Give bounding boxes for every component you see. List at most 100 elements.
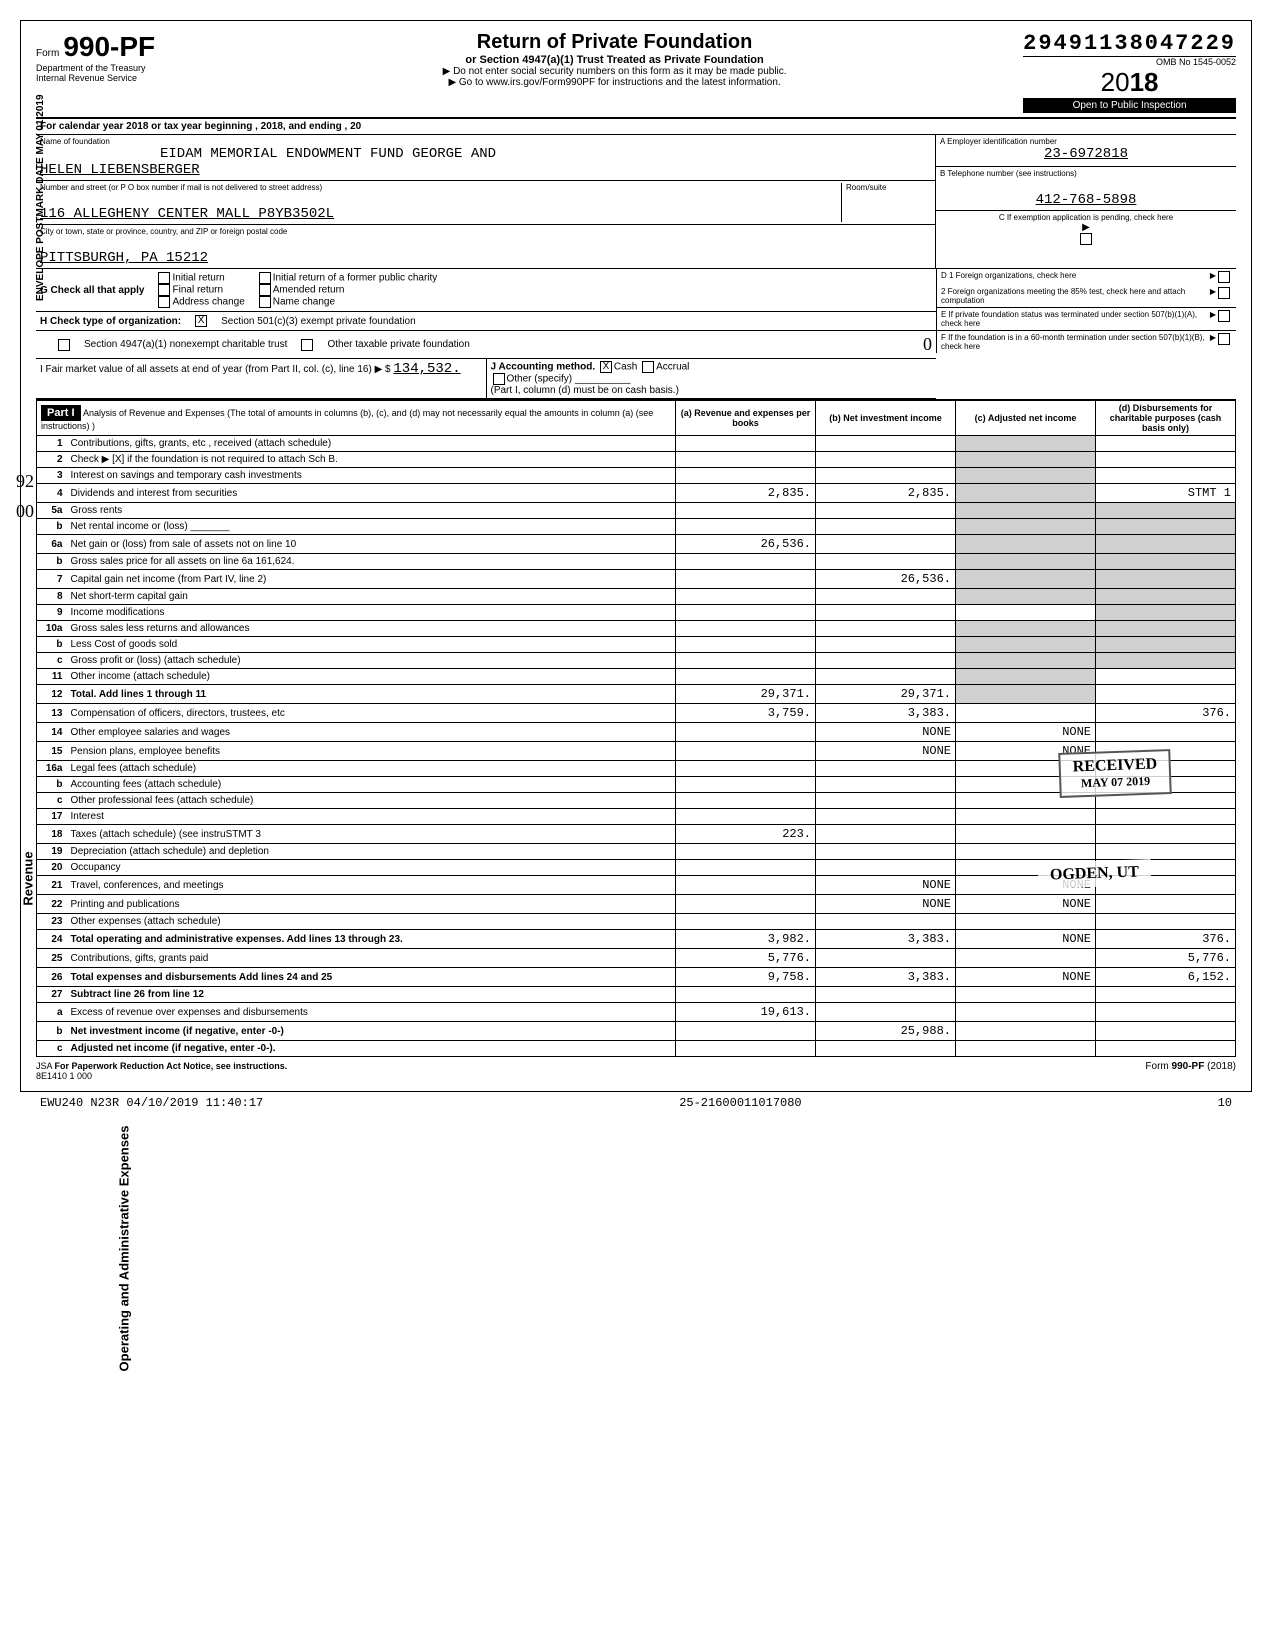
ein-label: A Employer identification number [940, 137, 1232, 146]
d1-checkbox[interactable] [1218, 271, 1230, 283]
final-return-checkbox[interactable] [158, 284, 170, 296]
dept-irs: Internal Revenue Service [36, 73, 206, 83]
section-g: G Check all that apply Initial return Fi… [36, 269, 936, 312]
table-row: bAccounting fees (attach schedule) [37, 777, 1236, 793]
page-footer: JSA For Paperwork Reduction Act Notice, … [36, 1057, 1236, 1081]
col-b-header: (b) Net investment income [816, 401, 956, 436]
revenue-section-label: Revenue [21, 851, 36, 905]
table-row: 9Income modifications [37, 605, 1236, 621]
table-row: cGross profit or (loss) (attach schedule… [37, 653, 1236, 669]
initial-return-checkbox[interactable] [158, 272, 170, 284]
initial-former-checkbox[interactable] [259, 272, 271, 284]
table-row: 2Check ▶ [X] if the foundation is not re… [37, 452, 1236, 468]
part1-title: Analysis of Revenue and Expenses (The to… [41, 408, 653, 431]
table-row: 23Other expenses (attach schedule) [37, 914, 1236, 930]
table-row: 17Interest [37, 809, 1236, 825]
form-title: Return of Private Foundation [206, 31, 1023, 54]
accrual-checkbox[interactable] [642, 361, 654, 373]
bottom-left: EWU240 N23R 04/10/2019 11:40:17 [40, 1096, 263, 1110]
form-subtitle: or Section 4947(a)(1) Trust Treated as P… [206, 54, 1023, 66]
foundation-name-1: EIDAM MEMORIAL ENDOWMENT FUND GEORGE AND [40, 146, 931, 162]
d2-checkbox[interactable] [1218, 287, 1230, 299]
handwritten-zero: 0 [923, 334, 932, 355]
table-row: 22Printing and publicationsNONENONE [37, 895, 1236, 914]
table-row: 24Total operating and administrative exp… [37, 930, 1236, 949]
omb-number: OMB No 1545-0052 [1023, 56, 1236, 67]
part1-table: Part I Analysis of Revenue and Expenses … [36, 400, 1236, 1057]
dept-treasury: Department of the Treasury [36, 63, 206, 73]
ogden-stamp: OGDEN, UT [1038, 859, 1152, 889]
table-row: 15Pension plans, employee benefitsNONENO… [37, 742, 1236, 761]
calendar-year-row: For calendar year 2018 or tax year begin… [36, 119, 1236, 135]
foundation-name-2: HELEN LIEBENSBERGER [40, 162, 931, 178]
d2-label: 2 Foreign organizations meeting the 85% … [941, 287, 1210, 305]
other-taxable-checkbox[interactable] [301, 339, 313, 351]
received-stamp: RECEIVED MAY 07 2019 [1058, 749, 1172, 798]
phone-label: B Telephone number (see instructions) [940, 169, 1232, 178]
city-state-zip: PITTSBURGH, PA 15212 [40, 250, 931, 266]
exemption-checkbox[interactable] [1080, 233, 1092, 245]
jsa-label: JSA [36, 1061, 52, 1071]
f-checkbox[interactable] [1218, 333, 1230, 345]
room-suite-label: Room/suite [846, 183, 931, 192]
table-row: 14Other employee salaries and wagesNONEN… [37, 723, 1236, 742]
amended-return-checkbox[interactable] [259, 284, 271, 296]
expenses-section-label: Operating and Administrative Expenses [116, 1126, 131, 1372]
table-row: 13Compensation of officers, directors, t… [37, 704, 1236, 723]
table-row: 16aLegal fees (attach schedule) [37, 761, 1236, 777]
bottom-mid: 25-21600011017080 [679, 1096, 801, 1110]
section-h-row2: Section 4947(a)(1) nonexempt charitable … [36, 331, 936, 359]
entity-info-grid: Name of foundation EIDAM MEMORIAL ENDOWM… [36, 135, 1236, 269]
col-a-header: (a) Revenue and expenses per books [676, 401, 816, 436]
table-row: 5aGross rents [37, 503, 1236, 519]
footer-code: 8E1410 1 000 [36, 1071, 92, 1081]
ssn-note: ▶ Do not enter social security numbers o… [206, 66, 1023, 77]
section-h: H Check type of organization: XSection 5… [36, 312, 936, 331]
table-row: aExcess of revenue over expenses and dis… [37, 1003, 1236, 1022]
form-header: Form 990-PF Department of the Treasury I… [36, 31, 1236, 119]
handwritten-92: 92 [16, 471, 34, 492]
form-number: 990-PF [63, 31, 155, 63]
cash-basis-note: (Part I, column (d) must be on cash basi… [491, 385, 679, 396]
table-row: 11Other income (attach schedule) [37, 669, 1236, 685]
table-row: cOther professional fees (attach schedul… [37, 793, 1236, 809]
address-change-checkbox[interactable] [158, 296, 170, 308]
e-checkbox[interactable] [1218, 310, 1230, 322]
d1-label: D 1 Foreign organizations, check here [941, 271, 1210, 283]
cash-checkbox[interactable]: X [600, 361, 612, 373]
document-id: 29491138047229 [1023, 31, 1236, 56]
table-row: 27Subtract line 26 from line 12 [37, 987, 1236, 1003]
other-method-checkbox[interactable] [493, 373, 505, 385]
bottom-right: 10 [1218, 1096, 1232, 1110]
form-reference: Form 990-PF (2018) [1145, 1061, 1236, 1081]
table-row: bLess Cost of goods sold [37, 637, 1236, 653]
table-row: 25Contributions, gifts, grants paid5,776… [37, 949, 1236, 968]
exemption-label: C If exemption application is pending, c… [999, 213, 1173, 222]
4947a1-checkbox[interactable] [58, 339, 70, 351]
col-c-header: (c) Adjusted net income [956, 401, 1096, 436]
tax-year: 2018 [1023, 67, 1236, 98]
table-row: 3Interest on savings and temporary cash … [37, 468, 1236, 484]
phone-value: 412-768-5898 [940, 192, 1232, 208]
inspection-badge: Open to Public Inspection [1023, 98, 1236, 113]
city-row: City or town, state or province, country… [36, 225, 935, 268]
url-note: ▶ Go to www.irs.gov/Form990PF for instru… [206, 77, 1023, 88]
ein-value: 23-6972818 [940, 146, 1232, 162]
table-row: 8Net short-term capital gain [37, 589, 1236, 605]
table-row: bNet rental income or (loss) _______ [37, 519, 1236, 535]
bottom-stamp-line: EWU240 N23R 04/10/2019 11:40:17 25-21600… [20, 1092, 1252, 1114]
foundation-name-row: Name of foundation EIDAM MEMORIAL ENDOWM… [36, 135, 935, 181]
name-change-checkbox[interactable] [259, 296, 271, 308]
table-row: 6aNet gain or (loss) from sale of assets… [37, 535, 1236, 554]
table-row: cAdjusted net income (if negative, enter… [37, 1041, 1236, 1057]
fmv-value: 134,532. [393, 361, 460, 377]
e-label: E If private foundation status was termi… [941, 310, 1210, 328]
501c3-checkbox[interactable]: X [195, 315, 207, 327]
table-row: 12Total. Add lines 1 through 1129,371.29… [37, 685, 1236, 704]
table-row: 4Dividends and interest from securities2… [37, 484, 1236, 503]
table-row: 1Contributions, gifts, grants, etc , rec… [37, 436, 1236, 452]
handwritten-00: 00 [16, 501, 34, 522]
table-row: 18Taxes (attach schedule) (see instruSTM… [37, 825, 1236, 844]
table-row: bGross sales price for all assets on lin… [37, 554, 1236, 570]
f-label: F If the foundation is in a 60-month ter… [941, 333, 1210, 351]
